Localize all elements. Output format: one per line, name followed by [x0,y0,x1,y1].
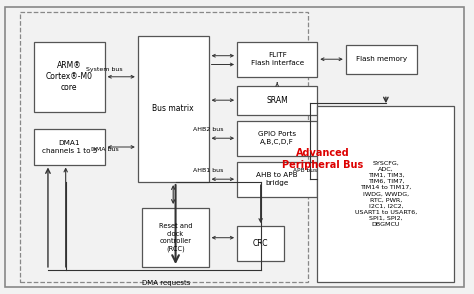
Text: Flash memory: Flash memory [356,56,407,62]
Bar [19,12,308,282]
Text: APB bus: APB bus [293,168,318,173]
Text: GPIO Ports
A,B,C,D,F: GPIO Ports A,B,C,D,F [258,131,296,145]
Text: ARM®
Cortex®-M0
core: ARM® Cortex®-M0 core [46,61,93,92]
Text: AHB1 bus: AHB1 bus [193,168,224,173]
Bar [34,129,105,165]
Text: AHB2 bus: AHB2 bus [193,127,224,132]
Text: SYSCFG,
ADC,
TIM1, TIM3,
TIM6, TIM7,
TIM14 to TIM17,
IWDG, WWDG,
RTC, PWR,
I2C1,: SYSCFG, ADC, TIM1, TIM3, TIM6, TIM7, TIM… [355,160,417,227]
Bar [237,226,284,261]
Text: CRC: CRC [253,239,268,248]
Text: DMA1
channels 1 to 5: DMA1 channels 1 to 5 [42,140,97,154]
Bar [138,36,209,182]
Text: Reset and
clock
controller
(RCC): Reset and clock controller (RCC) [159,223,192,252]
Text: Advanced
Peripheral Bus: Advanced Peripheral Bus [282,148,363,170]
Text: Bus matrix: Bus matrix [152,104,194,113]
Text: System bus: System bus [86,67,123,72]
Text: DMA requests: DMA requests [142,280,190,286]
Text: SRAM: SRAM [266,96,288,105]
Bar [143,208,209,267]
Text: FLITF
Flash interface: FLITF Flash interface [251,52,304,66]
Bar [237,121,318,156]
Bar [34,42,105,112]
Text: AHB to APB
bridge: AHB to APB bridge [256,173,298,186]
Bar [237,162,318,197]
Text: DMA bus: DMA bus [91,147,118,152]
Bar [237,42,318,77]
Bar [237,86,318,115]
Bar [318,106,455,282]
Bar [346,45,417,74]
